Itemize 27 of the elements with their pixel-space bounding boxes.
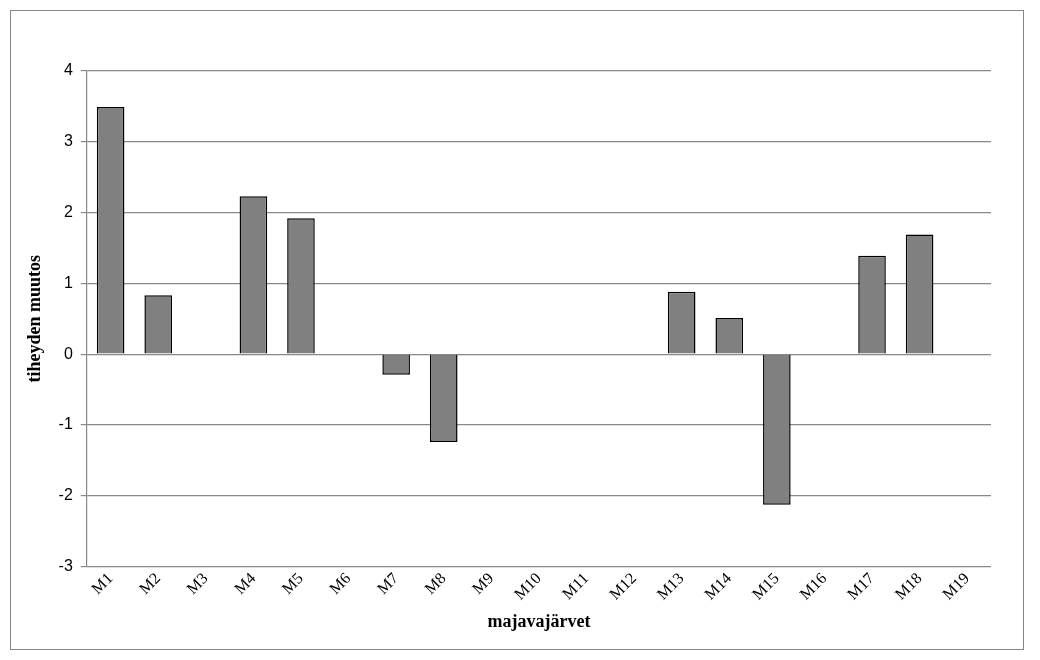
y-axis-title: tiheyden muutos (24, 254, 45, 383)
x-tick-label: M15 (748, 569, 782, 603)
x-tick-label: M12 (605, 569, 640, 603)
x-tick-label: M4 (230, 569, 259, 598)
x-tick-label: M7 (373, 569, 402, 598)
x-tick-label: M14 (700, 569, 735, 603)
y-tick-label: -2 (58, 486, 73, 504)
x-tick-label: M1 (87, 569, 116, 598)
x-axis-title: majavajärvet (487, 610, 591, 631)
y-tick-label: 1 (63, 273, 73, 291)
x-tick-label: M11 (558, 569, 592, 603)
x-tick-label: M5 (278, 569, 307, 598)
y-tick-label: 0 (63, 344, 73, 362)
x-tick-label: M2 (135, 569, 164, 598)
x-tick-label: M9 (468, 569, 497, 598)
x-tick-label: M18 (891, 569, 925, 603)
y-tick-label: 2 (63, 202, 73, 220)
y-tick-label: -3 (58, 556, 73, 574)
x-tick-label: M19 (938, 569, 973, 603)
y-tick-label: 4 (63, 61, 73, 79)
y-tick-label: -1 (58, 415, 73, 433)
x-tick-label: M13 (653, 569, 687, 603)
x-tick-label: M6 (325, 569, 354, 598)
y-tick-label: 3 (63, 132, 73, 150)
x-tick-label: M10 (510, 569, 545, 603)
x-tick-label: M8 (421, 569, 449, 598)
x-tick-label: M3 (183, 569, 211, 598)
